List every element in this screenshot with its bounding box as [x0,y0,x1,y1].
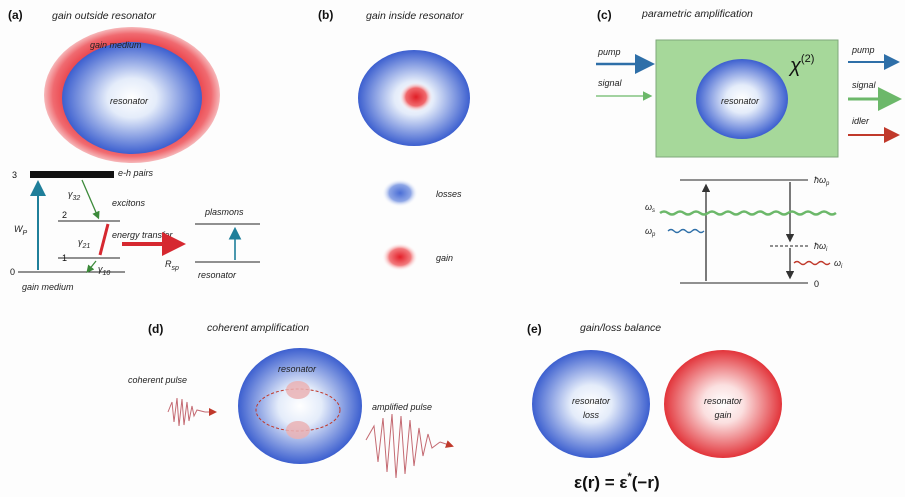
gain-medium-label: gain medium [90,40,142,50]
resonator-label-d: resonator [278,364,317,374]
gamma32-arrow [81,179,100,220]
pump-in-label: pump [597,47,621,57]
resonator-disk-c [696,59,788,139]
gamma32-label: γ32 [68,189,80,202]
rsp-label: Rsp [165,259,179,272]
panel-a-tag: (a) [8,8,23,22]
idler-out-label: idler [852,116,870,126]
signal-out-label: signal [852,80,877,90]
coherent-pulse-wave [167,397,206,427]
loss-resonator [532,350,650,458]
resonator-bottom-label: resonator [198,270,237,280]
ws-label: ωs [645,202,655,214]
panel-c: (c) parametric amplification resonator χ… [596,8,902,289]
panel-b-tag: (b) [318,8,333,22]
gain-resonator-line1: resonator [704,396,743,406]
plasmons-label: plasmons [204,207,244,217]
panel-e-title: gain/loss balance [580,322,661,334]
pump-wave [667,228,705,234]
wp-label: ωp [645,226,656,238]
amplified-pulse-arrow [439,440,454,448]
gamma10-label: γ10 [98,264,110,277]
eh-pairs-label: e-h pairs [118,168,154,178]
resonator-disk-d [238,348,362,464]
gain-label: gain [436,253,453,263]
panel-c-title: parametric amplification [641,8,753,20]
resonator-label-c: resonator [721,96,760,106]
level-1-num: 1 [62,253,67,263]
zero-label: 0 [814,279,819,289]
signal-wave [659,210,837,216]
panel-e-tag: (e) [527,322,542,336]
amplified-pulse-wave [365,413,441,479]
panel-d-tag: (d) [148,322,163,336]
gamma21-arrow [98,223,110,256]
panel-a: (a) gain outside resonator gain medium r… [8,8,260,292]
level-3-num: 3 [12,170,17,180]
loss-resonator-line1: resonator [572,396,611,406]
panel-b-title: gain inside resonator [366,10,464,22]
level-2-num: 2 [62,210,67,220]
panel-a-title: gain outside resonator [52,10,156,22]
energy-transfer-label: energy transfer [112,230,174,240]
hwi-label: ħωi [814,241,828,253]
resonator-disk [62,42,202,154]
panel-d: (d) coherent amplification resonator coh… [128,322,454,479]
panel-b: (b) gain inside resonator losses gain [318,8,470,271]
coherent-pulse-label: coherent pulse [128,375,187,385]
hwp-label: ħωp [814,175,830,187]
level-3-bar [30,171,114,178]
gain-core-b [399,82,433,112]
gamma10-arrow [86,260,97,274]
gamma21-label: γ21 [78,237,90,250]
excitons-label: excitons [112,198,146,208]
panel-c-tag: (c) [597,8,612,22]
wi-label: ωi [834,258,843,270]
gain-swatch [382,243,418,271]
losses-label: losses [436,189,462,199]
panel-d-title: coherent amplification [207,322,309,334]
losses-swatch [382,179,418,207]
panel-e: (e) gain/loss balance resonator loss res… [527,322,782,492]
loss-resonator-line2: loss [583,410,600,420]
level-0-num: 0 [10,267,15,277]
wavepacket-bottom [286,421,310,439]
idler-wave [793,260,831,266]
resonator-label: resonator [110,96,149,106]
signal-in-label: signal [598,78,623,88]
chi2-symbol: χ(2) [788,53,814,77]
gain-resonator [664,350,782,458]
pump-rate-label: WP [14,224,28,237]
amplified-pulse-label: amplified pulse [372,402,432,412]
gain-medium-bottom-label: gain medium [22,282,74,292]
gain-resonator-line2: gain [714,410,731,420]
pt-symmetry-equation: ε(r) = ε*(−r) [574,471,660,492]
wavepacket-top [286,381,310,399]
pump-out-label: pump [851,45,875,55]
